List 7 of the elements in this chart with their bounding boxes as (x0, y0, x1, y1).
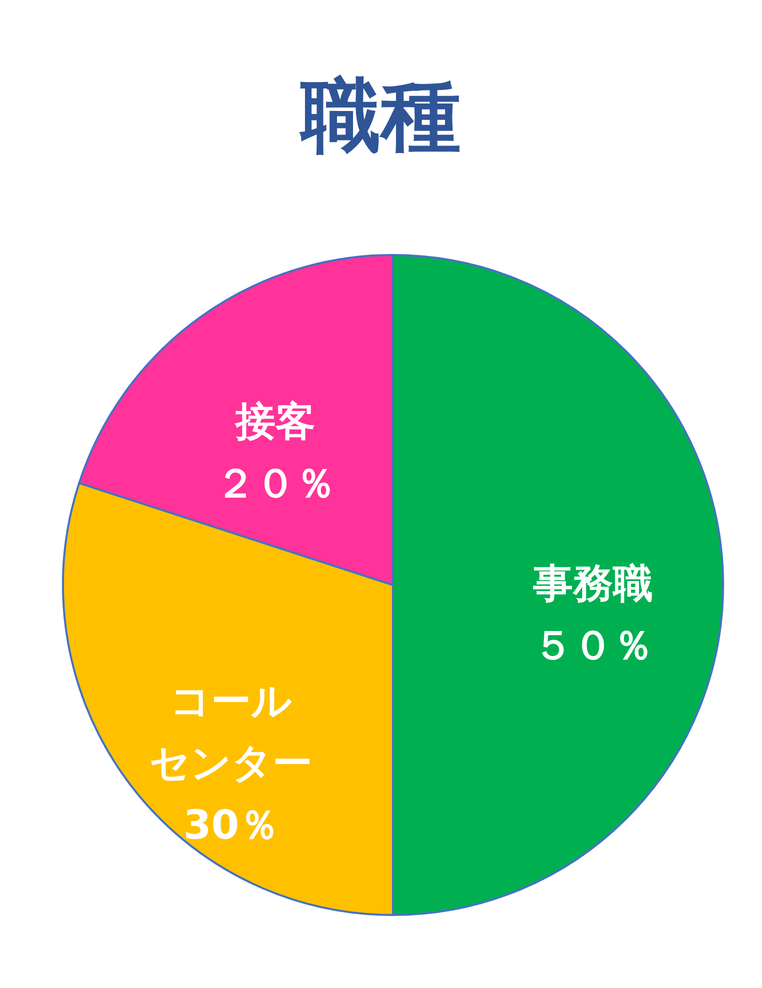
data-label: 30％ (183, 802, 280, 849)
data-label: ２０％ (215, 461, 336, 508)
slice-label: 事務職 (532, 561, 653, 607)
slice-label: コールセンター (150, 678, 313, 787)
data-label: ５０％ (533, 623, 653, 669)
chart-title: 職種 (299, 69, 461, 162)
slice-label: 接客 (233, 399, 316, 446)
